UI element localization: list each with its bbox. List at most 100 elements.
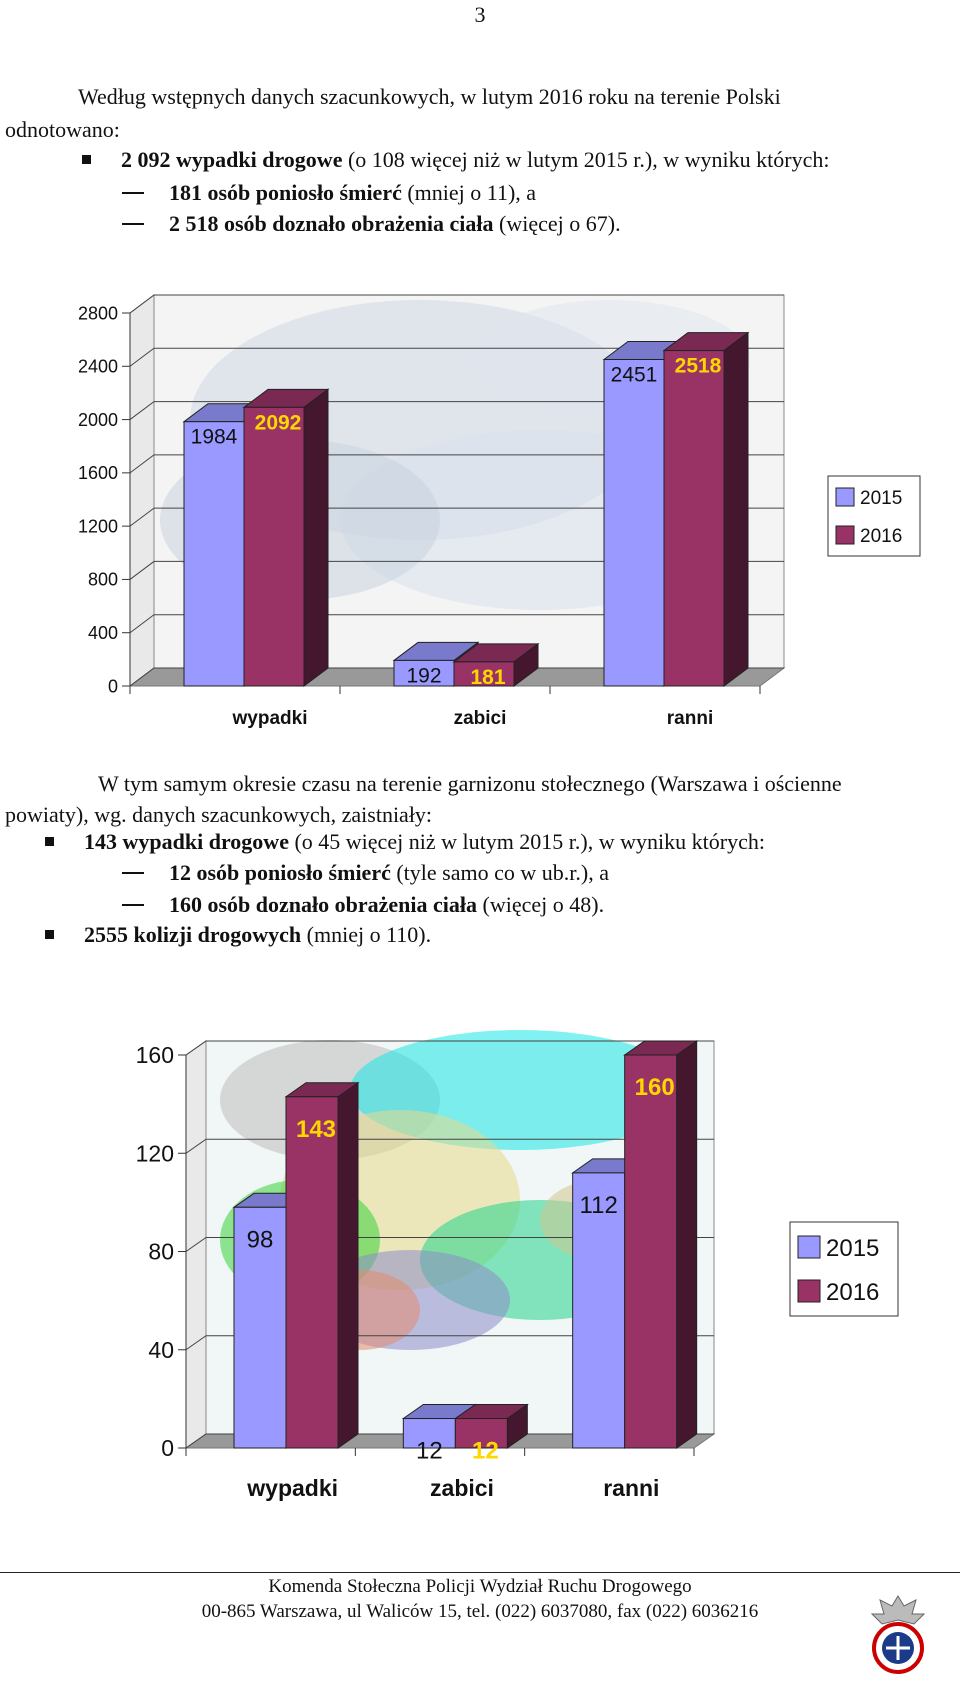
section2-line-2: powiaty), wg. danych szacunkowych, zaist… xyxy=(5,802,433,827)
bar-2015-ranni xyxy=(603,358,665,687)
y-tick-label: 80 xyxy=(148,1239,174,1265)
dash-rest-text: (mniej o 11), a xyxy=(401,180,537,205)
category-label: wypadki xyxy=(246,1475,338,1501)
y-tick-label: 2000 xyxy=(78,410,118,430)
data-label: 181 xyxy=(470,666,505,689)
bullet-rest-text: (o 45 więcej niż w lutym 2015 r.), w wyn… xyxy=(288,829,765,854)
category-label: ranni xyxy=(667,708,713,729)
bullet-national-accidents: 2 092 wypadki drogowe (o 108 więcej niż … xyxy=(82,147,829,173)
dash-icon xyxy=(122,222,144,225)
gridline xyxy=(129,614,784,634)
dash-garrison-injured: 160 osób doznało obrażenia ciała (więcej… xyxy=(122,892,604,918)
bullet-garrison-accidents: 143 wypadki drogowe (o 45 więcej niż w l… xyxy=(45,829,765,855)
dash-bold-text: 160 osób doznało obrażenia ciała xyxy=(169,892,478,917)
dash-rest-text: (tyle samo co w ub.r.), a xyxy=(390,860,609,885)
legend-swatch-2015 xyxy=(797,1235,821,1259)
data-label: 2451 xyxy=(611,363,658,386)
data-label: 112 xyxy=(580,1192,618,1219)
data-label: 2518 xyxy=(675,355,722,378)
gridline xyxy=(185,1335,714,1351)
y-tick-label: 400 xyxy=(88,623,118,643)
bullet-bold-text: 143 wypadki drogowe xyxy=(84,829,289,854)
footer-line-1: Komenda Stołeczna Policji Wydział Ruchu … xyxy=(268,1576,692,1597)
gridline xyxy=(129,401,784,420)
bullet-rest-text: (o 108 więcej niż w lutym 2015 r.), w wy… xyxy=(342,147,830,172)
data-label: 2092 xyxy=(255,411,302,434)
legend-swatch-2015 xyxy=(835,487,855,507)
bar-side xyxy=(723,331,749,687)
chart-poland-plot: 0 400 800 1200 1600 2000 2400 2800 wypadki zabici… xyxy=(78,294,921,729)
legend-swatch-2016 xyxy=(797,1279,821,1303)
data-label: 12 xyxy=(416,1438,443,1465)
dash-national-injured: 2 518 osób doznało obrażenia ciała (więc… xyxy=(122,211,621,237)
category-label: wypadki xyxy=(232,708,308,729)
y-tick-label: 40 xyxy=(148,1337,174,1363)
page-number: 3 xyxy=(474,2,486,27)
legend: 2015 2016 xyxy=(827,475,921,557)
y-tick-label: 800 xyxy=(88,570,118,590)
category-label: zabici xyxy=(454,708,507,729)
dash-icon xyxy=(122,191,144,194)
bar-side xyxy=(337,1081,359,1449)
dash-rest-text: (więcej o 67). xyxy=(493,211,621,236)
y-tick-label: 1200 xyxy=(78,516,118,536)
legend: 2015 2016 xyxy=(789,1221,899,1317)
bar-2016-wypadki xyxy=(243,406,305,687)
y-tick-label: 120 xyxy=(136,1140,174,1166)
gridline xyxy=(185,1237,714,1252)
gridline xyxy=(129,347,784,367)
plot-side-wall xyxy=(129,294,155,687)
bullet-bold-text: 2555 kolizji drogowych xyxy=(84,922,302,947)
bar-2016-wypadki xyxy=(285,1096,339,1449)
legend-label: 2015 xyxy=(826,1235,879,1262)
intro-line-2: odnotowano: xyxy=(5,117,120,142)
bar-2016-ranni xyxy=(663,350,725,687)
bar-2016-zabici xyxy=(453,661,515,687)
chart-warsaw-plot: 0 40 80 120 160 wypadki zabici ranni 98 143 12 12 11… xyxy=(136,1030,899,1501)
police-emblem-icon xyxy=(870,1595,926,1674)
gridline xyxy=(129,294,784,314)
bullet-square-icon xyxy=(82,155,91,165)
y-tick-label: 160 xyxy=(136,1042,174,1068)
bullet-rest-text: (mniej o 110). xyxy=(301,922,432,947)
category-label: zabici xyxy=(430,1475,494,1501)
bar-2015-zabici xyxy=(402,1418,456,1449)
data-label: 12 xyxy=(472,1438,499,1465)
category-label: ranni xyxy=(603,1475,659,1501)
gridline xyxy=(185,1040,714,1056)
footer-divider xyxy=(0,1572,960,1573)
bar-2015-zabici xyxy=(393,659,455,687)
gridline xyxy=(129,667,784,687)
bar-side xyxy=(676,1040,698,1449)
y-tick-label: 2400 xyxy=(78,357,118,377)
bar-2015-wypadki xyxy=(233,1206,287,1449)
gridline xyxy=(129,560,784,580)
bar-2016-zabici xyxy=(454,1418,508,1449)
data-label: 192 xyxy=(406,664,441,687)
y-tick-label: 2800 xyxy=(78,303,118,323)
legend-label: 2016 xyxy=(826,1279,879,1306)
dash-garrison-killed: 12 osób poniosło śmierć (tyle samo co w … xyxy=(122,860,609,886)
dash-bold-text: 12 osób poniosło śmierć xyxy=(169,860,391,885)
section2-line-1: W tym samym okresie czasu na terenie gar… xyxy=(98,771,842,796)
dash-bold-text: 181 osób poniosło śmierć xyxy=(169,180,402,205)
bar-2015-wypadki xyxy=(183,421,245,687)
data-label: 160 xyxy=(635,1074,675,1101)
dash-rest-text: (więcej o 48). xyxy=(477,892,605,917)
bullet-square-icon xyxy=(45,837,54,847)
bullet-bold-text: 2 092 wypadki drogowe xyxy=(121,147,343,172)
footer-line-2: 00-865 Warszawa, ul Waliców 15, tel. (02… xyxy=(201,1601,759,1622)
dash-icon xyxy=(122,871,144,874)
intro-line-1: Według wstępnych danych szacunkowych, w … xyxy=(78,84,781,109)
data-label: 143 xyxy=(296,1116,336,1143)
legend-label: 2015 xyxy=(860,488,902,509)
gridline xyxy=(129,507,784,527)
bar-2016-ranni xyxy=(624,1054,678,1449)
legend-swatch-2016 xyxy=(835,525,855,545)
dash-national-killed: 181 osób poniosło śmierć (mniej o 11), a xyxy=(122,180,536,206)
bullet-square-icon xyxy=(45,930,54,940)
gridline xyxy=(185,1138,714,1154)
data-label: 98 xyxy=(247,1226,274,1253)
bar-2015-ranni xyxy=(572,1172,626,1449)
